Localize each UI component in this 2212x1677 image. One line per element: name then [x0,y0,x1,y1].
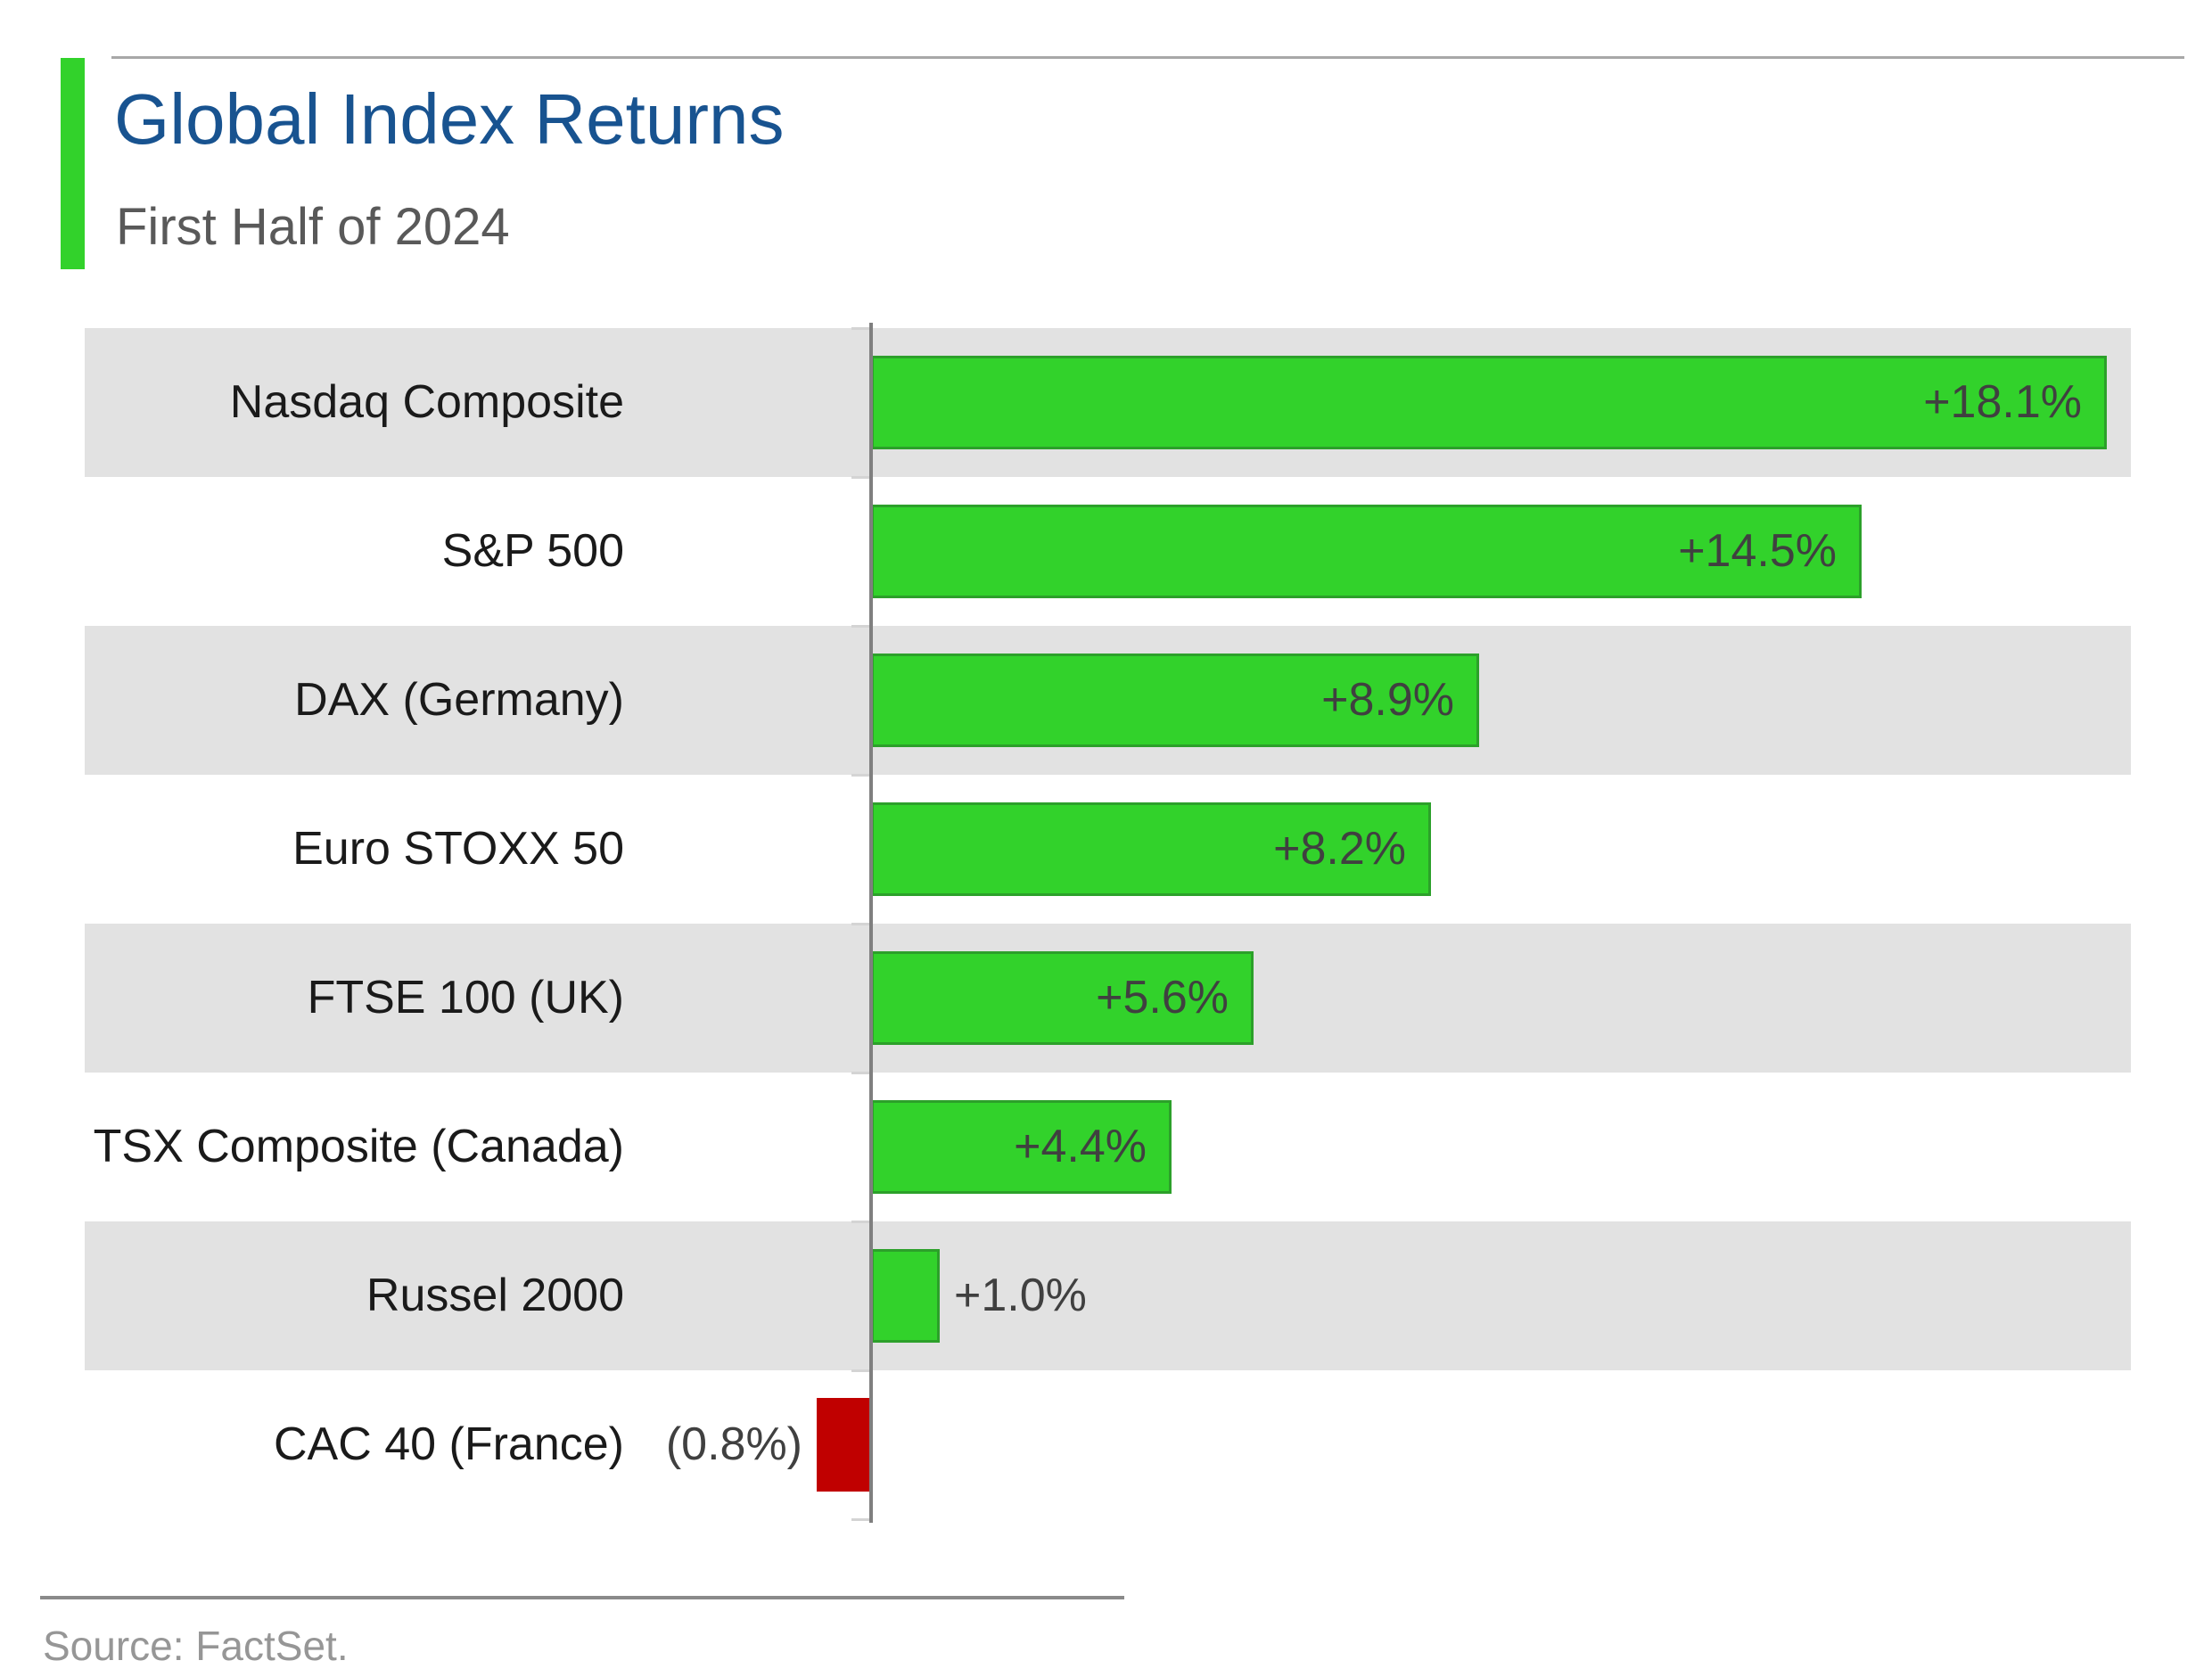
category-label: TSX Composite (Canada) [93,1121,624,1172]
category-label: FTSE 100 (UK) [307,972,624,1023]
data-label: (0.8%) [665,1418,802,1470]
data-label: +1.0% [954,1270,1087,1321]
bar-positive [871,356,2107,449]
source-note: Source: FactSet. [43,1623,349,1669]
bar-positive [871,951,1254,1045]
category-label: DAX (Germany) [294,674,624,726]
footer-rule [40,1596,1124,1599]
chart-subtitle: First Half of 2024 [116,198,510,256]
data-label: +14.5% [1678,525,1837,577]
bar-negative [817,1398,871,1492]
axis-tick [851,327,869,330]
data-label: +5.6% [1096,972,1229,1023]
axis-baseline [869,323,873,1523]
axis-tick [851,1369,869,1372]
axis-tick [851,625,869,628]
bar-positive [871,802,1431,896]
axis-tick [851,1221,869,1223]
data-label: +4.4% [1014,1121,1147,1172]
axis-tick [851,476,869,479]
axis-tick [851,774,869,777]
row-band [85,1221,2131,1370]
axis-tick [851,923,869,925]
bar-positive [871,505,1862,598]
header-rule [111,56,2184,59]
category-label: S&P 500 [441,525,624,577]
data-label: +8.9% [1321,674,1454,726]
category-label: Nasdaq Composite [229,376,624,428]
title-accent-bar [61,58,85,269]
axis-tick [851,1518,869,1521]
bar-positive [871,1249,940,1343]
bar-positive [871,1100,1172,1194]
category-label: Euro STOXX 50 [292,823,624,875]
axis-tick [851,1072,869,1074]
bar-positive [871,654,1479,747]
data-label: +18.1% [1923,376,2082,428]
category-label: Russel 2000 [366,1270,624,1321]
category-label: CAC 40 (France) [274,1418,624,1470]
chart-title: Global Index Returns [114,79,785,159]
data-label: +8.2% [1273,823,1406,875]
